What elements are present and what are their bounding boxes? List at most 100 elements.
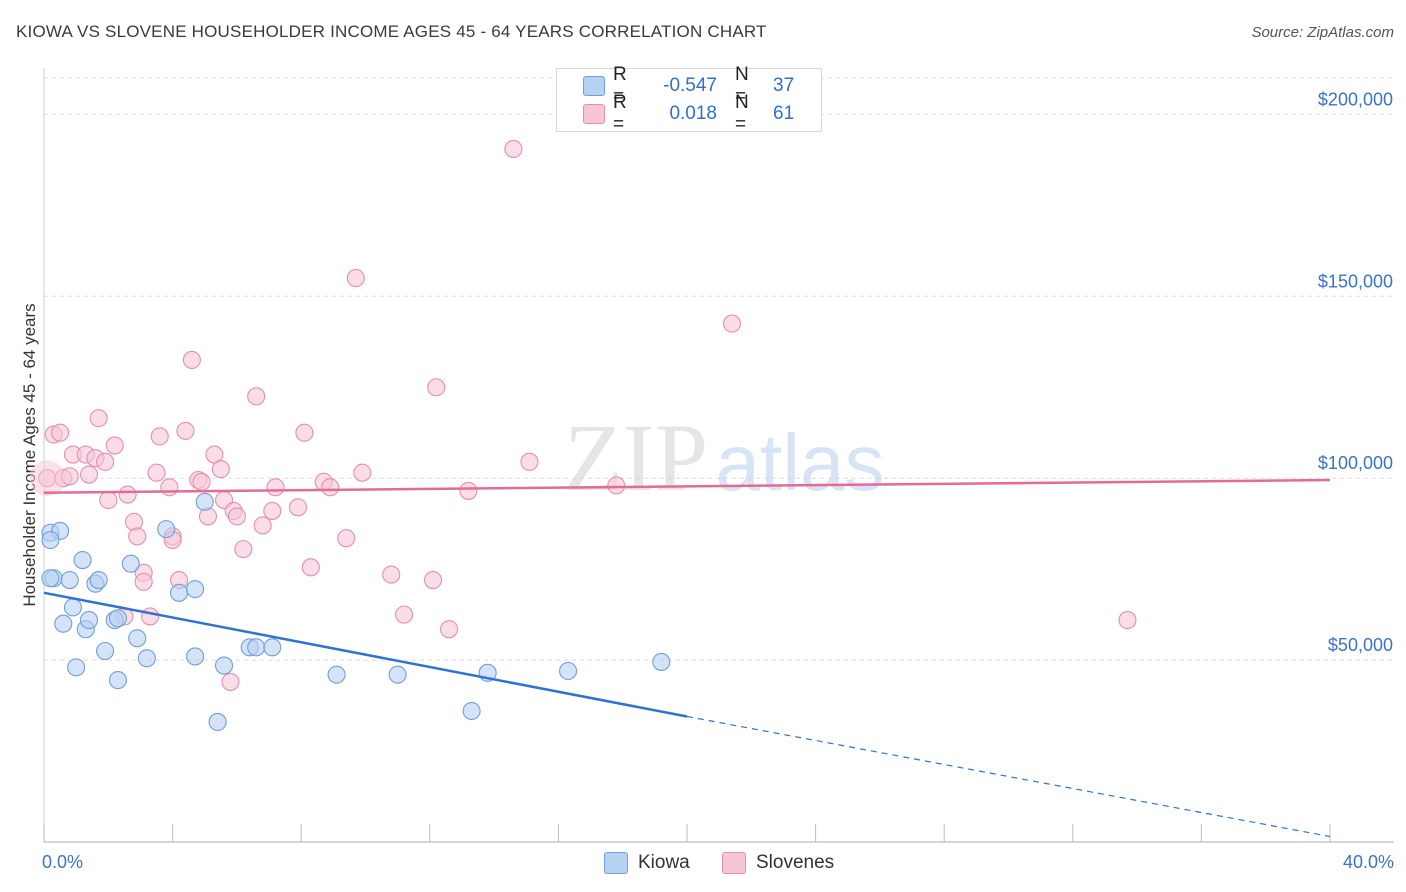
- legend-n-value: 37: [773, 75, 795, 96]
- point-kiowa: [63, 598, 82, 617]
- point-slovenes: [382, 565, 401, 584]
- legend-swatch-slovenes: [722, 852, 746, 874]
- point-kiowa: [121, 554, 140, 573]
- point-kiowa: [462, 701, 481, 721]
- point-slovenes: [79, 465, 99, 484]
- correlation-legend: R = -0.547 N = 37 R = 0.018 N = 61: [556, 64, 822, 135]
- legend-r-value: 0.018: [669, 103, 717, 124]
- legend-item-slovenes: Slovenes: [722, 852, 834, 874]
- x-tick-label-min: 0.0%: [42, 852, 84, 872]
- point-slovenes: [504, 139, 523, 158]
- point-slovenes: [253, 516, 272, 535]
- point-kiowa: [186, 647, 205, 666]
- point-kiowa: [214, 656, 234, 675]
- point-slovenes: [722, 314, 742, 333]
- point-slovenes: [227, 507, 246, 526]
- point-slovenes: [221, 672, 240, 691]
- legend-item-kiowa: Kiowa: [604, 852, 690, 874]
- point-slovenes: [192, 472, 211, 491]
- trend-layer: [43, 478, 1331, 838]
- point-kiowa: [186, 580, 205, 599]
- point-kiowa: [108, 671, 127, 690]
- point-kiowa: [67, 658, 86, 677]
- point-kiowa: [54, 614, 73, 633]
- point-slovenes: [147, 463, 166, 482]
- legend-n-value: 61: [773, 103, 795, 124]
- y-tick-label: $50,000: [1328, 635, 1393, 655]
- point-slovenes: [160, 478, 179, 497]
- trend-line-kiowa-extension: [686, 715, 1331, 838]
- point-slovenes: [353, 463, 372, 482]
- point-slovenes: [182, 350, 201, 370]
- trend-line-slovenes: [43, 478, 1331, 494]
- grid-layer: [44, 77, 1394, 661]
- y-tick-labels: $50,000 $100,000 $150,000 $200,000: [1318, 89, 1393, 655]
- point-slovenes: [321, 478, 340, 497]
- legend-r-value: -0.547: [663, 75, 717, 96]
- point-slovenes: [423, 571, 443, 590]
- point-slovenes: [176, 421, 195, 440]
- point-slovenes: [150, 427, 169, 446]
- source-label: Source: ZipAtlas.com: [1251, 24, 1394, 41]
- point-slovenes: [301, 558, 320, 577]
- point-slovenes: [96, 452, 115, 471]
- legend-swatch-kiowa: [604, 852, 628, 874]
- point-kiowa: [41, 569, 60, 588]
- point-kiowa: [327, 665, 346, 684]
- chart-title: KIOWA VS SLOVENE HOUSEHOLDER INCOME AGES…: [16, 22, 767, 41]
- point-kiowa: [558, 661, 578, 681]
- legend-r-label: R =: [613, 64, 627, 107]
- y-tick-label: $150,000: [1318, 271, 1393, 291]
- point-kiowa: [157, 520, 176, 539]
- points-layer: [29, 139, 1137, 731]
- legend-label-kiowa: Kiowa: [638, 852, 690, 873]
- point-kiowa: [388, 665, 407, 684]
- point-slovenes: [266, 478, 285, 497]
- point-slovenes: [346, 269, 365, 288]
- point-kiowa: [137, 649, 156, 668]
- trend-line-kiowa: [43, 591, 688, 718]
- point-slovenes: [247, 387, 266, 406]
- point-kiowa: [89, 571, 108, 590]
- point-kiowa: [208, 712, 227, 731]
- point-kiowa: [79, 611, 99, 630]
- point-kiowa: [108, 609, 127, 628]
- point-kiowa: [263, 638, 282, 657]
- point-slovenes: [234, 540, 253, 559]
- point-slovenes: [607, 476, 626, 495]
- point-slovenes: [440, 620, 459, 639]
- legend-n-label: N =: [735, 92, 749, 135]
- point-slovenes: [51, 423, 70, 442]
- point-slovenes-cluster: [29, 460, 66, 497]
- point-kiowa: [96, 641, 115, 661]
- point-kiowa: [169, 583, 189, 602]
- point-slovenes: [134, 572, 153, 591]
- legend-n-label: N =: [735, 64, 749, 107]
- point-slovenes: [263, 501, 282, 520]
- point-slovenes: [459, 481, 478, 500]
- point-slovenes: [337, 529, 356, 548]
- legend-label-slovenes: Slovenes: [756, 852, 835, 873]
- point-slovenes: [1118, 611, 1137, 630]
- y-tick-label: $100,000: [1318, 453, 1393, 473]
- point-slovenes: [427, 378, 446, 397]
- point-kiowa: [41, 530, 60, 550]
- point-kiowa: [195, 492, 214, 511]
- point-kiowa: [73, 550, 92, 570]
- point-kiowa: [60, 571, 79, 590]
- point-slovenes: [141, 607, 160, 626]
- y-tick-label: $200,000: [1318, 89, 1393, 109]
- point-slovenes: [288, 498, 308, 517]
- point-slovenes: [520, 452, 539, 471]
- watermark: ZIP atlas: [564, 404, 884, 511]
- legend-swatch-kiowa: [583, 76, 605, 96]
- x-tick-label-max: 40.0%: [1342, 852, 1394, 872]
- point-slovenes: [89, 409, 108, 428]
- watermark-atlas: atlas: [716, 418, 885, 507]
- legend-r-label: R =: [613, 92, 627, 135]
- watermark-zip: ZIP: [564, 404, 708, 511]
- point-slovenes: [105, 436, 124, 455]
- point-slovenes: [128, 527, 147, 546]
- point-kiowa: [247, 638, 266, 657]
